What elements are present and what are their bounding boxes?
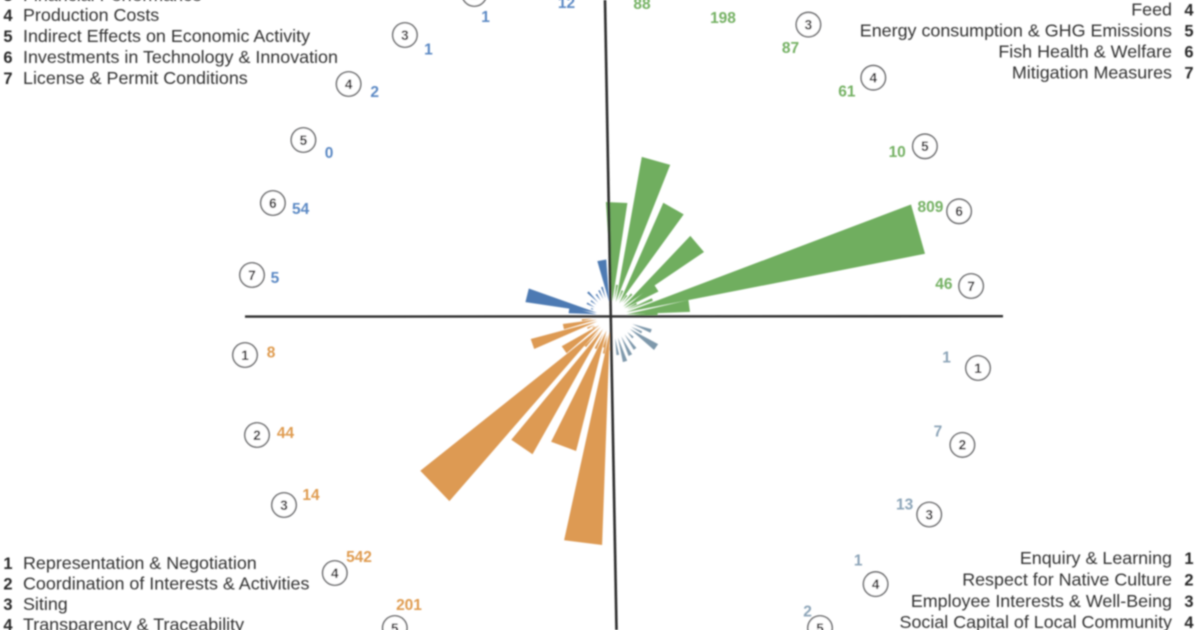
svg-text:5: 5 [921, 139, 929, 154]
svg-text:Transparency & Traceability: Transparency & Traceability [23, 615, 244, 630]
svg-text:4: 4 [331, 566, 339, 581]
svg-text:7: 7 [934, 424, 943, 441]
svg-text:7: 7 [3, 70, 12, 88]
svg-text:Financial Performance: Financial Performance [23, 0, 202, 5]
svg-text:3: 3 [805, 17, 813, 32]
svg-text:Fish Health & Welfare: Fish Health & Welfare [998, 42, 1172, 62]
svg-text:Production Costs: Production Costs [23, 5, 159, 25]
svg-text:1: 1 [424, 42, 433, 59]
svg-text:5: 5 [300, 133, 308, 148]
svg-text:87: 87 [782, 40, 799, 57]
svg-text:1: 1 [3, 555, 12, 573]
svg-text:Respect for Native Culture: Respect for Native Culture [962, 570, 1172, 590]
svg-text:542: 542 [346, 549, 372, 566]
svg-text:12: 12 [558, 0, 575, 12]
svg-text:14: 14 [302, 487, 320, 504]
svg-text:5: 5 [1184, 23, 1193, 41]
svg-text:6: 6 [269, 196, 277, 211]
svg-text:1: 1 [241, 348, 249, 363]
svg-text:13: 13 [896, 497, 914, 514]
svg-text:88: 88 [633, 0, 651, 13]
svg-text:2: 2 [3, 576, 12, 594]
svg-text:2: 2 [959, 438, 967, 453]
svg-text:3: 3 [3, 0, 12, 5]
svg-text:5: 5 [816, 621, 824, 630]
svg-text:2: 2 [471, 0, 479, 2]
svg-text:5: 5 [391, 621, 399, 630]
svg-text:198: 198 [710, 10, 736, 27]
svg-text:44: 44 [277, 425, 295, 442]
svg-text:4: 4 [345, 77, 353, 92]
svg-text:4: 4 [1184, 614, 1194, 630]
svg-text:61: 61 [838, 84, 856, 101]
svg-text:3: 3 [1184, 593, 1193, 611]
svg-text:6: 6 [3, 49, 12, 67]
svg-text:6: 6 [955, 204, 963, 219]
svg-text:License & Permit Conditions: License & Permit Conditions [23, 68, 248, 88]
svg-text:1: 1 [974, 361, 982, 376]
svg-text:Feed: Feed [1131, 0, 1172, 20]
svg-text:2: 2 [1184, 572, 1193, 590]
svg-text:Siting: Siting [23, 594, 68, 614]
svg-text:4: 4 [3, 7, 13, 25]
svg-text:Energy consumption & GHG Emiss: Energy consumption & GHG Emissions [860, 21, 1172, 41]
svg-text:10: 10 [889, 144, 906, 161]
svg-text:4: 4 [3, 617, 13, 630]
svg-text:2: 2 [370, 84, 379, 101]
svg-text:7: 7 [248, 268, 256, 283]
svg-text:0: 0 [325, 145, 334, 162]
svg-text:1: 1 [854, 553, 863, 570]
svg-text:1: 1 [942, 350, 951, 367]
svg-text:3: 3 [925, 507, 933, 522]
svg-text:4: 4 [872, 577, 880, 592]
svg-text:4: 4 [870, 71, 878, 86]
svg-text:Representation & Negotiation: Representation & Negotiation [23, 553, 257, 573]
svg-text:201: 201 [396, 597, 422, 614]
svg-text:3: 3 [401, 28, 409, 43]
svg-text:Social Capital of Local Commun: Social Capital of Local Community [900, 612, 1173, 630]
svg-text:46: 46 [935, 276, 953, 293]
svg-text:809: 809 [917, 199, 943, 216]
svg-text:4: 4 [1184, 2, 1194, 20]
svg-text:5: 5 [271, 270, 280, 287]
svg-text:54: 54 [292, 201, 310, 218]
svg-text:Indirect Effects on Economic A: Indirect Effects on Economic Activity [23, 26, 310, 46]
svg-text:8: 8 [267, 345, 276, 362]
svg-text:7: 7 [1184, 65, 1193, 83]
svg-text:6: 6 [1184, 44, 1193, 62]
svg-text:3: 3 [3, 596, 12, 614]
svg-text:1: 1 [481, 9, 490, 26]
svg-text:7: 7 [967, 279, 975, 294]
svg-text:Investments in Technology & In: Investments in Technology & Innovation [23, 47, 338, 67]
svg-text:2: 2 [253, 428, 261, 443]
svg-text:5: 5 [3, 28, 12, 46]
svg-text:Enquiry & Learning: Enquiry & Learning [1020, 548, 1172, 568]
svg-text:2: 2 [803, 603, 812, 620]
svg-text:Mitigation Measures: Mitigation Measures [1012, 63, 1172, 83]
svg-text:Coordination of Interests & Ac: Coordination of Interests & Activities [23, 574, 309, 594]
svg-text:Employee Interests & Well-Bein: Employee Interests & Well-Being [911, 591, 1172, 611]
svg-text:3: 3 [280, 498, 288, 513]
svg-text:1: 1 [1184, 550, 1193, 568]
